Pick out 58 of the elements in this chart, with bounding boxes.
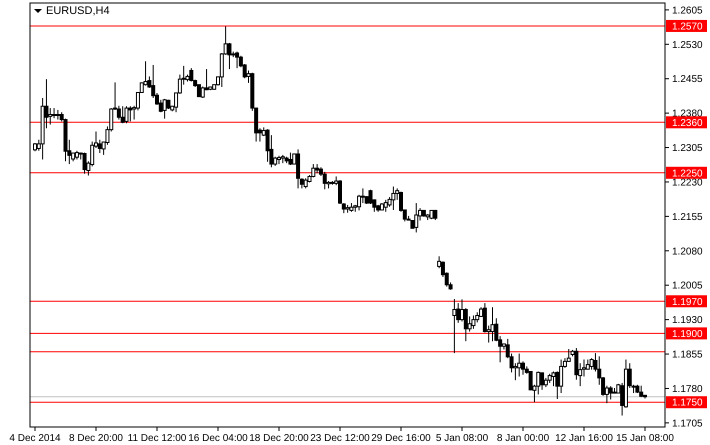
candlestick [48,108,52,126]
candlestick [490,306,494,342]
candlestick [82,152,87,174]
y-tick-label: 1.2080 [672,246,704,258]
y-tick-label: 1.1705 [672,418,704,430]
ref-line-label: 1.2250 [672,168,704,180]
candlestick [517,353,522,378]
y-tick-label: 1.2380 [672,108,704,120]
ref-line-label: 1.1900 [672,328,704,340]
candlestick [52,108,56,119]
x-tick-label: 12 Jan 16:00 [555,433,614,444]
y-tick-label: 1.2230 [672,177,704,188]
x-tick-label: 8 Jan 00:00 [496,433,550,444]
ref-line-label: 1.1750 [672,398,704,409]
candlestick [120,106,125,124]
candlestick [360,188,365,204]
y-tick-label: 1.2455 [672,74,704,86]
ref-line-label: 1.1970 [672,296,704,308]
candlestick [540,372,544,390]
ref-line-label: 1.2570 [672,21,704,32]
candlestick [368,189,372,204]
x-tick-label: 8 Dec 20:00 [69,433,124,444]
candlestick [414,202,418,233]
candlestick [128,106,132,122]
x-tick-label: 11 Dec 12:00 [128,433,187,444]
candlestick [200,86,205,98]
candlestick [384,199,388,212]
x-tick-label: 29 Dec 16:00 [371,433,432,444]
candlestick [391,186,396,210]
y-tick-label: 1.2005 [672,280,704,292]
x-tick-label: 4 Dec 2014 [9,433,62,444]
chart-title: EURUSD,H4 [46,5,110,17]
x-tick-label: 23 Dec 12:00 [310,433,370,444]
x-tick-label: 18 Dec 20:00 [249,433,310,444]
candlestick [304,178,308,189]
candlestick [552,370,556,387]
candlestick [471,314,476,330]
x-tick-label: 5 Jan 08:00 [436,433,489,444]
candlestick [288,152,292,166]
candlestick [56,109,60,120]
candlestick [452,298,456,354]
y-tick-label: 1.2605 [672,5,704,16]
ref-line-label: 1.2360 [672,118,704,129]
y-tick-label: 1.1780 [672,384,704,395]
candlestick [322,171,327,190]
candlestick [162,98,167,120]
y-tick-label: 1.2305 [672,143,704,154]
y-tick-label: 1.1930 [672,315,704,326]
y-tick-label: 1.1855 [672,350,704,361]
x-tick-label: 15 Jan 08:00 [616,433,674,444]
candlestick [315,164,320,174]
candlestick [608,386,613,400]
x-tick-label: 16 Dec 04:00 [188,433,248,444]
y-tick-label: 1.2530 [672,40,704,51]
candlestick [235,51,240,69]
y-tick-label: 1.2155 [672,212,704,223]
candlestick [548,373,552,384]
candlestick [124,106,128,124]
